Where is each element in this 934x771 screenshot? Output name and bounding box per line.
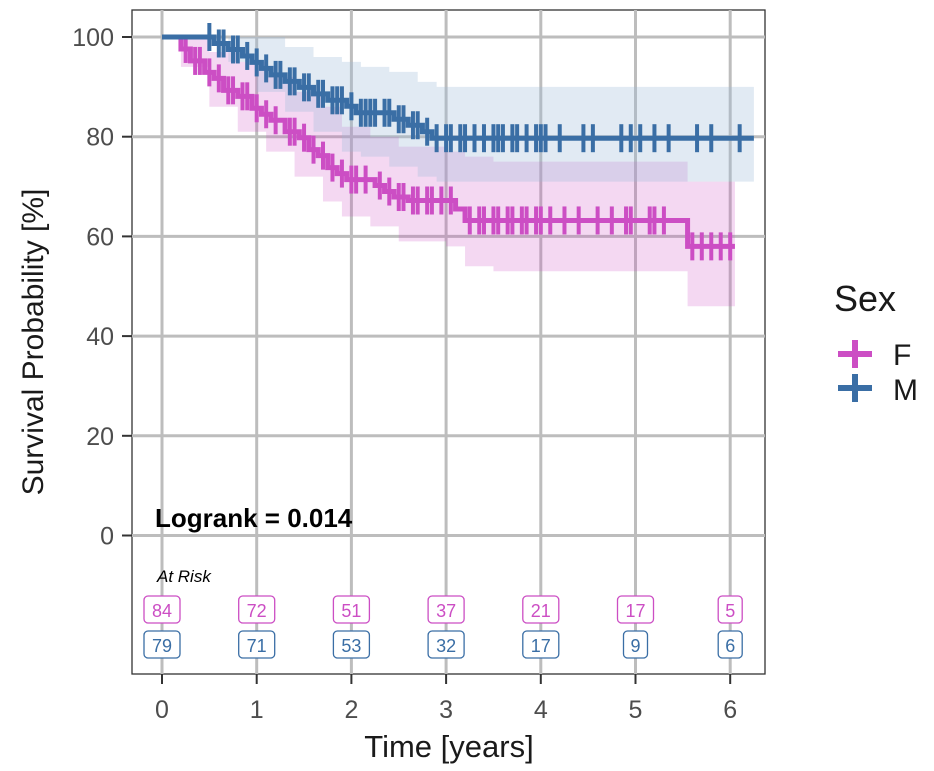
risk-box-f <box>332 595 371 624</box>
risk-box-m <box>717 630 743 659</box>
ci-band-f <box>162 37 735 307</box>
risk-count-f: 5 <box>725 601 735 621</box>
survival-curves <box>162 23 754 261</box>
panel-border <box>131 9 766 675</box>
risk-box-m <box>522 630 560 659</box>
risk-box-f <box>522 595 560 624</box>
x-tick-label-2: 2 <box>344 696 358 724</box>
risk-count-f: 21 <box>531 601 551 621</box>
risk-box-f <box>717 595 743 624</box>
x-tick-label-5: 5 <box>629 696 643 724</box>
risk-box-m <box>622 630 649 659</box>
risk-box-m <box>427 630 465 659</box>
risk-box-f <box>616 595 655 624</box>
y-tick-label-100: 100 <box>72 24 114 52</box>
risk-count-m: 6 <box>725 636 735 656</box>
x-tick-label-0: 0 <box>155 696 169 724</box>
risk-count-m: 53 <box>341 636 361 656</box>
risk-box-f <box>238 595 276 624</box>
risk-count-m: 17 <box>531 636 551 656</box>
risk-table: 84 72 51 37 21 17 5 79 71 53 32 17 9 6 <box>143 595 743 659</box>
x-tick-label-3: 3 <box>439 696 453 724</box>
legend: Sex F M <box>834 278 918 407</box>
x-tick-label-1: 1 <box>250 696 264 724</box>
risk-box-f <box>427 595 465 624</box>
risk-count-f: 37 <box>436 601 456 621</box>
risk-box-m <box>143 630 181 659</box>
x-axis-title: Time [years] <box>364 729 533 764</box>
y-axis-title: Survival Probability [%] <box>17 189 50 496</box>
y-tick-label-80: 80 <box>86 124 114 152</box>
grid <box>132 10 765 674</box>
x-tick-label-6: 6 <box>723 696 737 724</box>
y-tick-label-20: 20 <box>86 423 114 451</box>
legend-key-m <box>838 374 872 402</box>
at-risk-label: At Risk <box>156 567 212 586</box>
risk-count-f: 17 <box>625 601 645 621</box>
risk-count-f: 84 <box>152 601 172 621</box>
risk-count-m: 9 <box>630 636 640 656</box>
axes: 0 20 40 60 80 100 0 1 2 3 4 5 6 <box>72 24 737 724</box>
risk-count-m: 71 <box>247 636 267 656</box>
legend-key-f <box>838 340 872 368</box>
survival-curve-m <box>162 34 754 141</box>
risk-box-m <box>332 630 371 659</box>
risk-box-m <box>238 630 276 659</box>
legend-title: Sex <box>834 278 896 319</box>
risk-count-f: 72 <box>247 601 267 621</box>
risk-box-f <box>143 595 181 624</box>
y-tick-label-0: 0 <box>100 523 114 551</box>
legend-label-m: M <box>893 374 918 407</box>
y-tick-label-40: 40 <box>86 323 114 351</box>
risk-count-m: 32 <box>436 636 456 656</box>
y-tick-label-60: 60 <box>86 223 114 251</box>
x-tick-label-4: 4 <box>534 696 548 724</box>
risk-count-f: 51 <box>341 601 361 621</box>
logrank-annotation: Logrank = 0.014 <box>155 503 353 533</box>
risk-count-m: 79 <box>152 636 172 656</box>
legend-label-f: F <box>893 339 911 372</box>
